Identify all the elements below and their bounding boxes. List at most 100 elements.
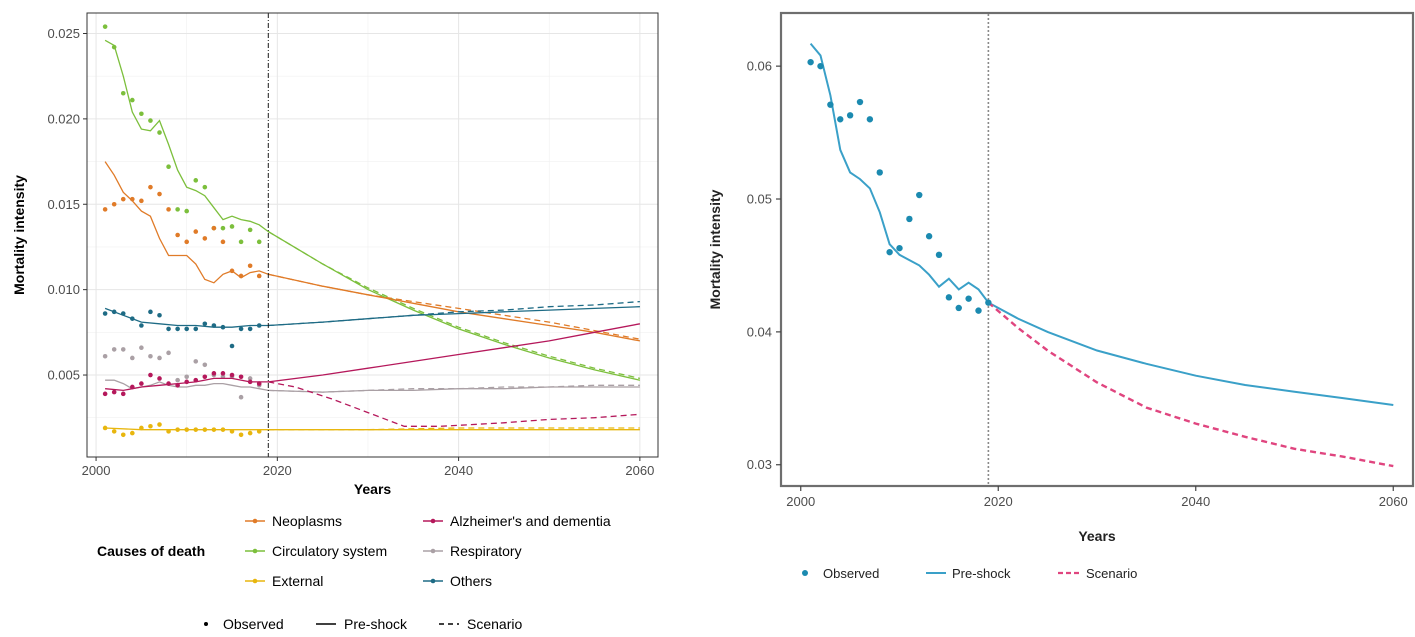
legend-label-pre-shock: Pre-shock (344, 616, 408, 632)
legend-key-point (252, 548, 258, 554)
observed-point-alzheimer-s-and-dementia (166, 381, 171, 386)
observed-point (837, 116, 844, 123)
observed-point (955, 304, 962, 312)
observed-point-neoplasms (229, 268, 235, 274)
legend-key-point (252, 518, 258, 524)
observed-point-others (166, 326, 171, 332)
legend-key-observed (204, 622, 208, 626)
observed-point-others (120, 311, 126, 316)
observed-point-others (148, 309, 153, 315)
legend-key-point (252, 578, 258, 584)
y-tick-label: 0.010 (47, 282, 80, 297)
observed-point-neoplasms (111, 201, 117, 207)
gridlines (87, 13, 658, 457)
observed-point-alzheimer-s-and-dementia (202, 374, 208, 380)
observed-point-neoplasms (175, 232, 180, 238)
observed-point-others (256, 323, 262, 328)
legend-types: Observed Pre-shock Scenario (204, 616, 522, 632)
series-external (102, 422, 640, 438)
legend-causes: Causes of death Neoplasms Alzheimer's and … (97, 513, 611, 589)
observed-point (856, 98, 864, 106)
x-axis-title: Years (1078, 528, 1116, 544)
scenario-line-neoplasms (268, 273, 641, 340)
observed-point-external (247, 430, 253, 436)
pre-shock-line-circulatory-system (104, 39, 641, 381)
observed-point-others (202, 321, 208, 327)
scenario-line-respiratory (268, 384, 640, 393)
scenario-line-external (268, 427, 640, 431)
legend-label-external: External (272, 573, 323, 589)
observed-point-circulatory-system (157, 130, 162, 135)
legend-label-scenario: Scenario (1086, 566, 1137, 581)
y-tick-label: 0.015 (47, 197, 80, 212)
legend-label-alzheimer-s-and-dementia: Alzheimer's and dementia (450, 513, 611, 529)
observed-point-circulatory-system (229, 224, 235, 229)
observed-point-alzheimer-s-and-dementia (229, 372, 235, 378)
observed-point-external (229, 429, 235, 434)
observed-point (925, 233, 933, 240)
observed-point-neoplasms (256, 273, 262, 279)
observed-point-external (202, 427, 208, 432)
observed-point (906, 215, 913, 223)
observed-point-circulatory-system (256, 239, 262, 245)
y-tick-label: 0.020 (47, 111, 80, 126)
observed-point-others (193, 326, 199, 332)
legend-key-point (430, 578, 436, 584)
observed-point-alzheimer-s-and-dementia (175, 382, 180, 388)
observed-point-circulatory-system (193, 178, 199, 183)
observed-point (817, 62, 824, 70)
legend-label-scenario: Scenario (467, 616, 522, 632)
legend-key-neoplasms (245, 518, 265, 524)
observed-point-neoplasms (166, 207, 171, 212)
observed-point-circulatory-system (238, 239, 244, 245)
scenario-line-alzheimer-s-and-dementia (268, 381, 640, 427)
legend-key-alzheimer-s-and-dementia (423, 518, 443, 524)
observed-point (975, 307, 982, 314)
x-tick-label: 2060 (625, 463, 654, 478)
pre-shock-line-neoplasms (104, 161, 641, 342)
observed-point (876, 169, 883, 176)
observed-point-neoplasms (130, 196, 135, 202)
observed-point-circulatory-system (184, 208, 189, 214)
observed-point-others (220, 324, 226, 330)
observed-point-external (184, 427, 189, 432)
y-tick-label: 0.05 (747, 192, 772, 207)
legend-key-others (423, 578, 443, 584)
observed-point-circulatory-system (111, 44, 117, 50)
observed-point-others (102, 311, 108, 316)
observed-point-neoplasms (157, 191, 162, 197)
observed-point-respiratory (120, 347, 126, 352)
observed-point-respiratory (111, 347, 117, 352)
observed-point (916, 191, 923, 199)
observed-point-alzheimer-s-and-dementia (102, 391, 108, 397)
observed-point-alzheimer-s-and-dementia (120, 391, 126, 397)
y-tick-label: 0.03 (747, 457, 772, 472)
legend-key-observed (802, 570, 808, 576)
observed-point-external (139, 425, 144, 431)
observed-point-external (130, 430, 135, 436)
observed-point (935, 251, 943, 259)
scenario-line-circulatory-system (267, 231, 641, 380)
observed-point-circulatory-system (102, 24, 108, 29)
observed-point-alzheimer-s-and-dementia (238, 374, 244, 380)
x-tick-label: 2040 (444, 463, 473, 478)
observed-point-alzheimer-s-and-dementia (157, 376, 162, 381)
series-others (102, 300, 640, 349)
legend-label-pre-shock: Pre-shock (952, 566, 1011, 581)
observed-point-neoplasms (193, 229, 199, 234)
legend-label-respiratory: Respiratory (450, 543, 522, 559)
observed-point-external (166, 429, 171, 434)
observed-point-circulatory-system (220, 225, 226, 231)
observed-point-others (111, 309, 117, 315)
plot-border (86, 12, 659, 458)
observed-point-circulatory-system (130, 97, 135, 103)
observed-point-neoplasms (211, 225, 217, 231)
observed-point-respiratory (202, 362, 208, 368)
observed-point-respiratory (247, 376, 253, 381)
x-tick-label: 2020 (263, 463, 292, 478)
x-tick-label: 2000 (786, 494, 815, 509)
observed-point-alzheimer-s-and-dementia (193, 377, 199, 383)
cause-of-death-chart: 0.005 0.010 0.015 0.020 0.025 2000 2020 2040 206… (11, 12, 659, 632)
legend-label-others: Others (450, 573, 492, 589)
observed-point-external (120, 432, 126, 438)
